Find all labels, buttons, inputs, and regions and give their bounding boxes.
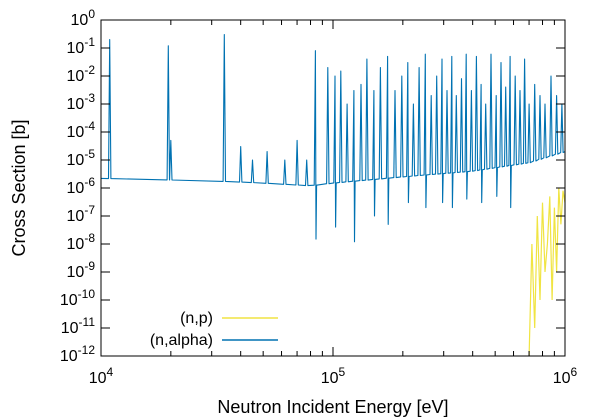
axis-ticks [100,19,566,357]
y-tick-label: 100 [71,7,96,29]
y-axis-label: Cross Section [b] [9,119,29,256]
series-nalpha-line [101,34,565,243]
y-tick-label: 10-11 [61,315,96,337]
legend: (n,p) (n,alpha) [150,310,278,349]
y-tick-label: 10-5 [67,147,96,169]
plot-area [101,34,565,356]
y-tick-label: 10-4 [67,119,96,141]
y-tick-label: 10-10 [60,287,95,309]
tick-labels: 100 10-1 10-2 10-3 10-4 10-5 10-6 10-7 10-8 10-9 1… [60,7,578,387]
y-tick-label: 10-6 [67,175,96,197]
y-tick-label: 10-7 [67,203,96,225]
x-tick-label: 106 [553,365,578,387]
y-tick-label: 10-3 [67,91,96,113]
x-axis-label: Neutron Incident Energy [eV] [217,397,448,417]
x-tick-label: 104 [89,365,114,387]
y-tick-label: 10-12 [60,343,95,365]
plot-frame [100,19,566,357]
legend-label: (n,p) [180,310,213,327]
x-tick-label: 105 [321,365,346,387]
y-tick-label: 10-9 [67,259,96,281]
series-np-line [528,187,565,356]
legend-label: (n,alpha) [150,332,213,349]
y-tick-label: 10-1 [67,35,96,57]
y-tick-label: 10-8 [67,231,96,253]
y-tick-label: 10-2 [67,63,96,85]
